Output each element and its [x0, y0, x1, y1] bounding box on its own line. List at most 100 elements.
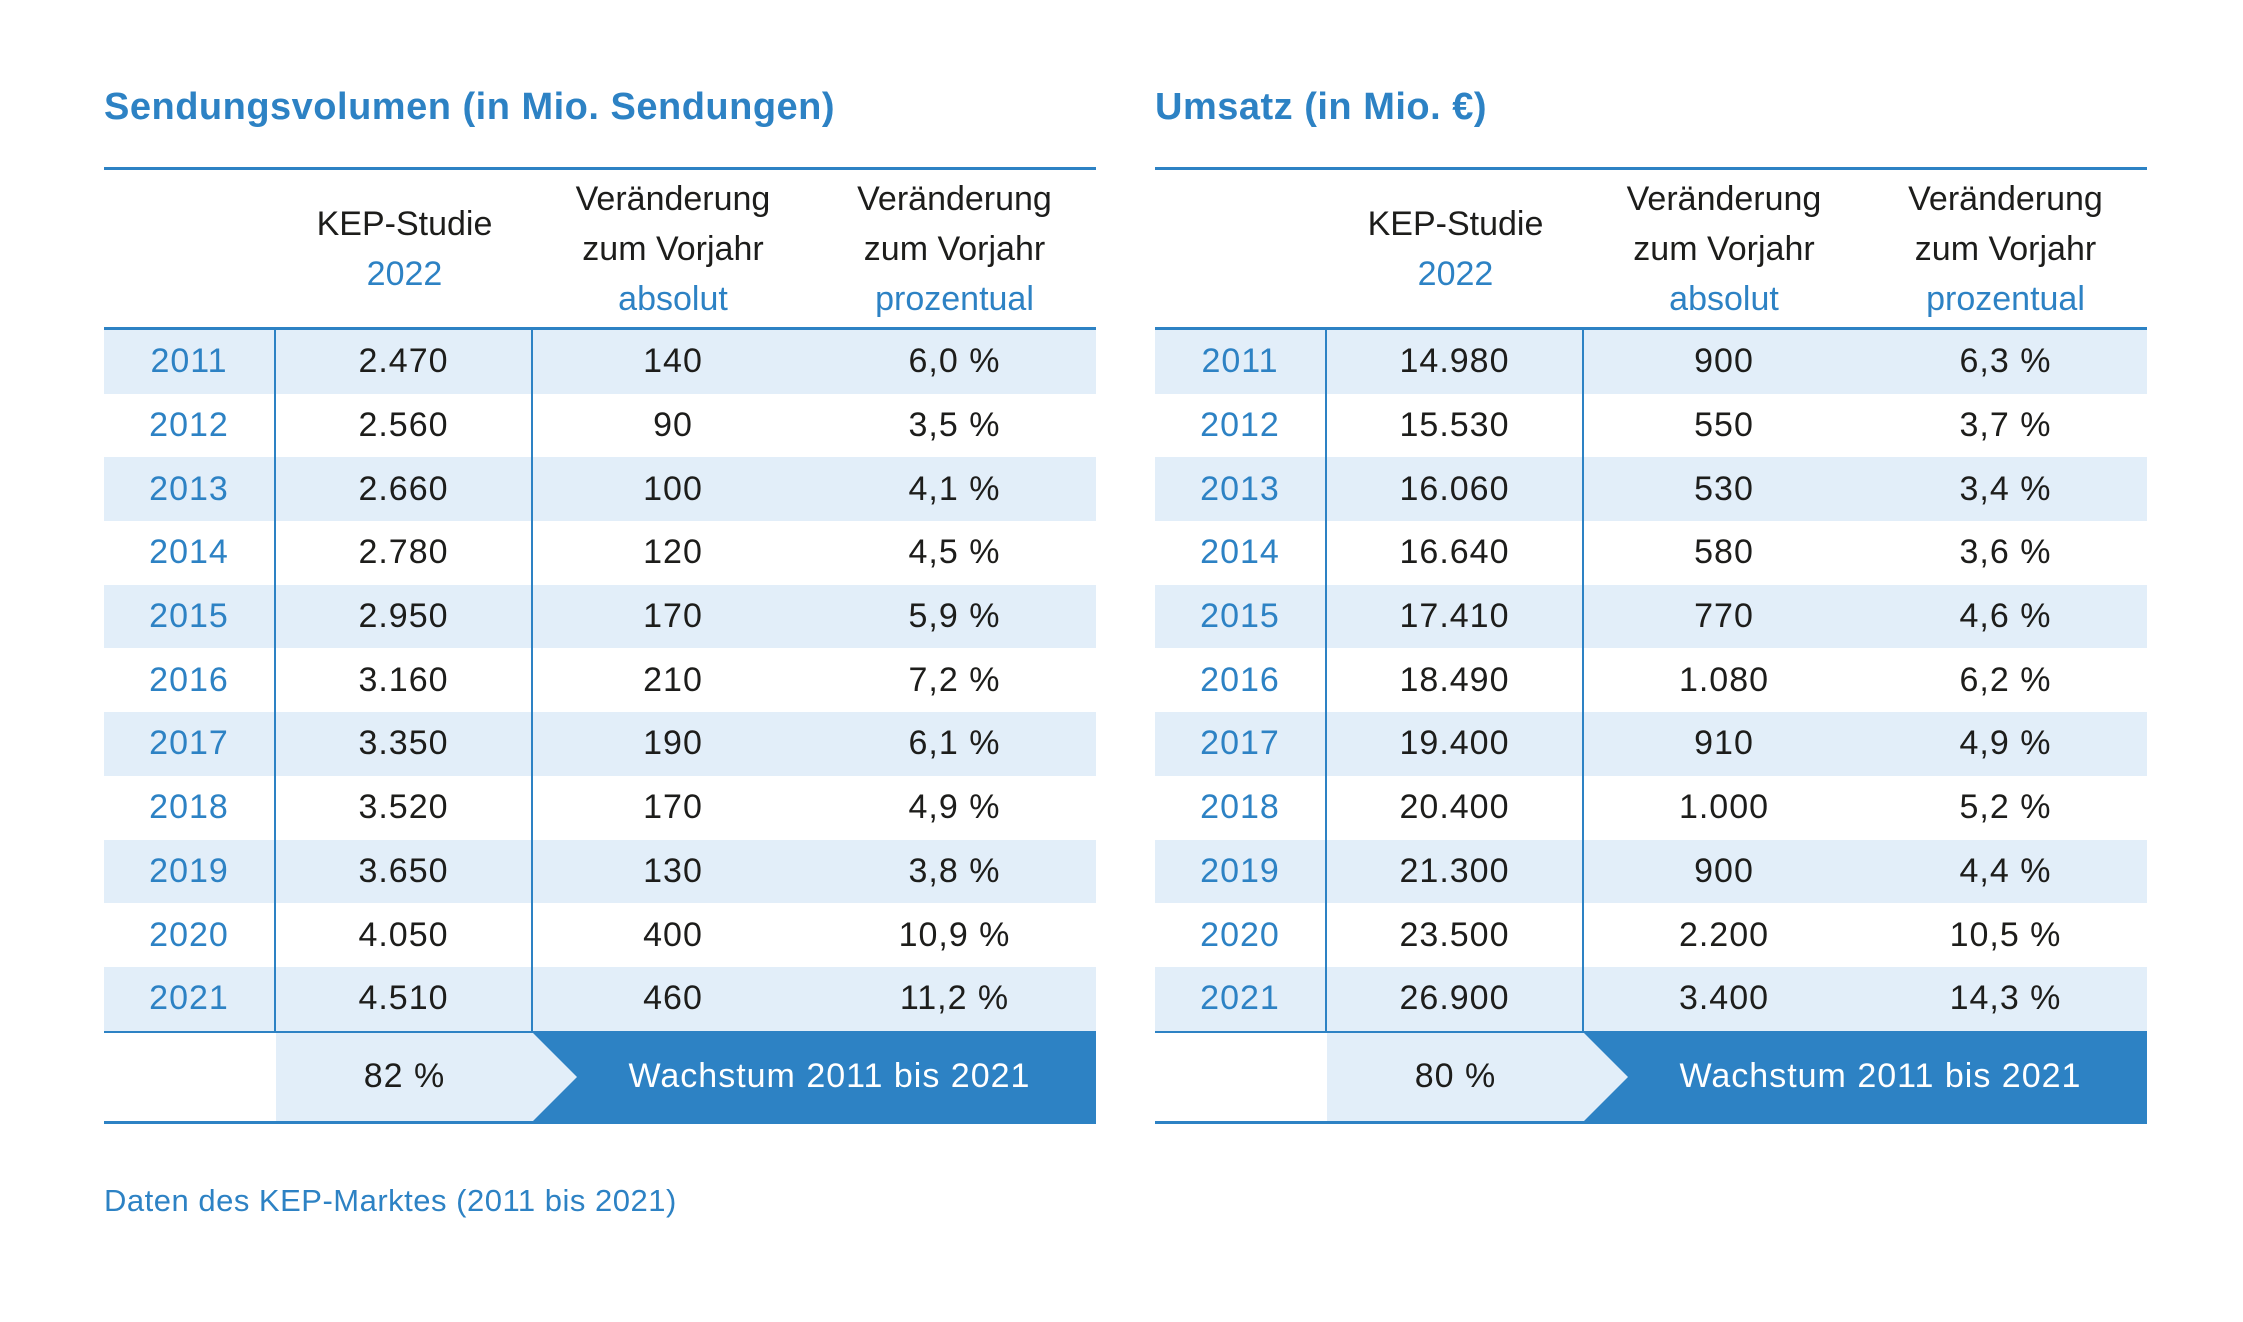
year-cell: 2017: [1155, 712, 1327, 776]
table-row: 2012 15.530 550 3,7 %: [1155, 393, 2147, 458]
table-body: 2011 2.470 140 6,0 % 2012 2.560 90 3,5 %…: [104, 330, 1096, 1031]
value-cell: 19.400: [1327, 712, 1584, 776]
revenue-table: Umsatz (in Mio. €) KEP-Studie 2022 Verän…: [1155, 86, 2147, 1124]
table-row: 2014 2.780 120 4,5 %: [104, 521, 1096, 585]
year-cell: 2016: [104, 648, 276, 713]
header-rule: [104, 327, 1096, 330]
column-headers: KEP-Studie 2022 Veränderung zum Vorjahr …: [104, 170, 1096, 327]
year-cell: 2017: [104, 712, 276, 776]
bottom-rule: [1155, 1120, 2147, 1124]
title-rule: [104, 167, 1096, 170]
summary-spacer: [1155, 1033, 1327, 1121]
value-cell: 2.950: [276, 584, 533, 649]
shipment-volume-table: Sendungsvolumen (in Mio. Sendungen) KEP-…: [104, 86, 1096, 1124]
year-cell: 2012: [104, 393, 276, 458]
caption: Daten des KEP-Marktes (2011 bis 2021): [104, 1183, 677, 1218]
change-percent-cell: 4,5 %: [908, 533, 1001, 572]
table-row: 2017 3.350 190 6,1 %: [104, 712, 1096, 776]
value-cell: 21.300: [1327, 839, 1584, 904]
value-cell: 3.160: [276, 648, 533, 713]
value-cell: 2.470: [276, 330, 533, 394]
year-cell: 2013: [104, 457, 276, 522]
value-cell: 20.400: [1327, 775, 1584, 840]
value-cell: 4.510: [276, 966, 533, 1031]
value-cell: 26.900: [1327, 966, 1584, 1031]
value-cell: 3.350: [276, 712, 533, 776]
year-cell: 2019: [1155, 839, 1327, 904]
year-cell: 2012: [1155, 393, 1327, 458]
change-percent-cell: 3,4 %: [1959, 469, 2052, 508]
change-percent-cell: 4,4 %: [1959, 851, 2052, 890]
change-percent-cell: 10,9 %: [898, 915, 1011, 954]
year-cell: 2020: [1155, 903, 1327, 967]
change-absolute-cell: 210: [643, 660, 703, 699]
value-cell: 15.530: [1327, 393, 1584, 458]
change-absolute-cell: 140: [643, 342, 703, 381]
change-absolute-cell: 910: [1694, 724, 1754, 763]
year-cell: 2011: [1155, 330, 1327, 394]
growth-percent-value: 80 %: [1414, 1057, 1497, 1096]
summary-spacer: [104, 1033, 276, 1121]
change-percent-cell: 4,1 %: [908, 469, 1001, 508]
change-percent-cell: 3,8 %: [908, 851, 1001, 890]
value-cell: 2.660: [276, 457, 533, 522]
change-absolute-cell: 130: [643, 851, 703, 890]
table-row: 2015 2.950 170 5,9 %: [104, 584, 1096, 649]
year-cell: 2014: [104, 521, 276, 585]
value-cell: 18.490: [1327, 648, 1584, 713]
table-row: 2011 2.470 140 6,0 %: [104, 330, 1096, 394]
change-percent-cell: 4,9 %: [908, 788, 1001, 827]
value-cell: 14.980: [1327, 330, 1584, 394]
year-cell: 2019: [104, 839, 276, 904]
table-row: 2018 3.520 170 4,9 %: [104, 775, 1096, 840]
body-rule: [104, 1030, 1096, 1033]
column-header-change-absolute: Veränderung zum Vorjahr absolut: [1626, 179, 1822, 318]
change-percent-cell: 3,5 %: [908, 406, 1001, 445]
change-percent-cell: 5,9 %: [908, 597, 1001, 636]
title-rule: [1155, 167, 2147, 170]
table-title: Sendungsvolumen (in Mio. Sendungen): [104, 86, 836, 128]
growth-summary-row: 82 % Wachstum 2011 bis 2021: [104, 1032, 1096, 1121]
value-cell: 16.060: [1327, 457, 1584, 522]
growth-summary-row: 80 % Wachstum 2011 bis 2021: [1155, 1032, 2147, 1121]
table-row: 2015 17.410 770 4,6 %: [1155, 584, 2147, 649]
change-absolute-cell: 900: [1694, 342, 1754, 381]
change-absolute-cell: 1.080: [1678, 660, 1770, 699]
column-header-change-percent: Veränderung zum Vorjahr prozentual: [857, 179, 1052, 318]
change-absolute-cell: 550: [1694, 406, 1754, 445]
change-absolute-cell: 460: [643, 979, 703, 1018]
year-cell: 2015: [104, 584, 276, 649]
growth-arrow-icon: [1584, 1032, 1628, 1121]
change-percent-cell: 5,2 %: [1959, 788, 2052, 827]
table-title: Umsatz (in Mio. €): [1155, 86, 1488, 128]
change-percent-cell: 6,0 %: [908, 342, 1001, 381]
growth-percent-value: 82 %: [363, 1057, 446, 1096]
column-header-change-percent: Veränderung zum Vorjahr prozentual: [1908, 179, 2103, 318]
change-percent-cell: 6,1 %: [908, 724, 1001, 763]
growth-bar: Wachstum 2011 bis 2021: [1584, 1032, 2147, 1121]
change-percent-cell: 7,2 %: [908, 660, 1001, 699]
value-cell: 3.650: [276, 839, 533, 904]
change-percent-cell: 3,7 %: [1959, 406, 2052, 445]
value-cell: 2.560: [276, 393, 533, 458]
table-row: 2011 14.980 900 6,3 %: [1155, 330, 2147, 394]
year-cell: 2016: [1155, 648, 1327, 713]
growth-percent-badge: 80 %: [1327, 1032, 1628, 1121]
change-percent-cell: 14,3 %: [1949, 979, 2062, 1018]
value-cell: 2.780: [276, 521, 533, 585]
change-percent-cell: 4,9 %: [1959, 724, 2052, 763]
table-row: 2019 21.300 900 4,4 %: [1155, 839, 2147, 904]
change-percent-cell: 3,6 %: [1959, 533, 2052, 572]
growth-label: Wachstum 2011 bis 2021: [628, 1057, 1031, 1096]
change-absolute-cell: 530: [1694, 469, 1754, 508]
table-row: 2017 19.400 910 4,9 %: [1155, 712, 2147, 776]
year-cell: 2021: [104, 966, 276, 1031]
table-row: 2018 20.400 1.000 5,2 %: [1155, 775, 2147, 840]
change-absolute-cell: 3.400: [1678, 979, 1770, 1018]
change-absolute-cell: 580: [1694, 533, 1754, 572]
table-row: 2021 26.900 3.400 14,3 %: [1155, 966, 2147, 1031]
body-rule: [1155, 1030, 2147, 1033]
column-header-study: KEP-Studie 2022: [316, 204, 493, 293]
table-body: 2011 14.980 900 6,3 % 2012 15.530 550 3,…: [1155, 330, 2147, 1031]
change-absolute-cell: 400: [643, 915, 703, 954]
